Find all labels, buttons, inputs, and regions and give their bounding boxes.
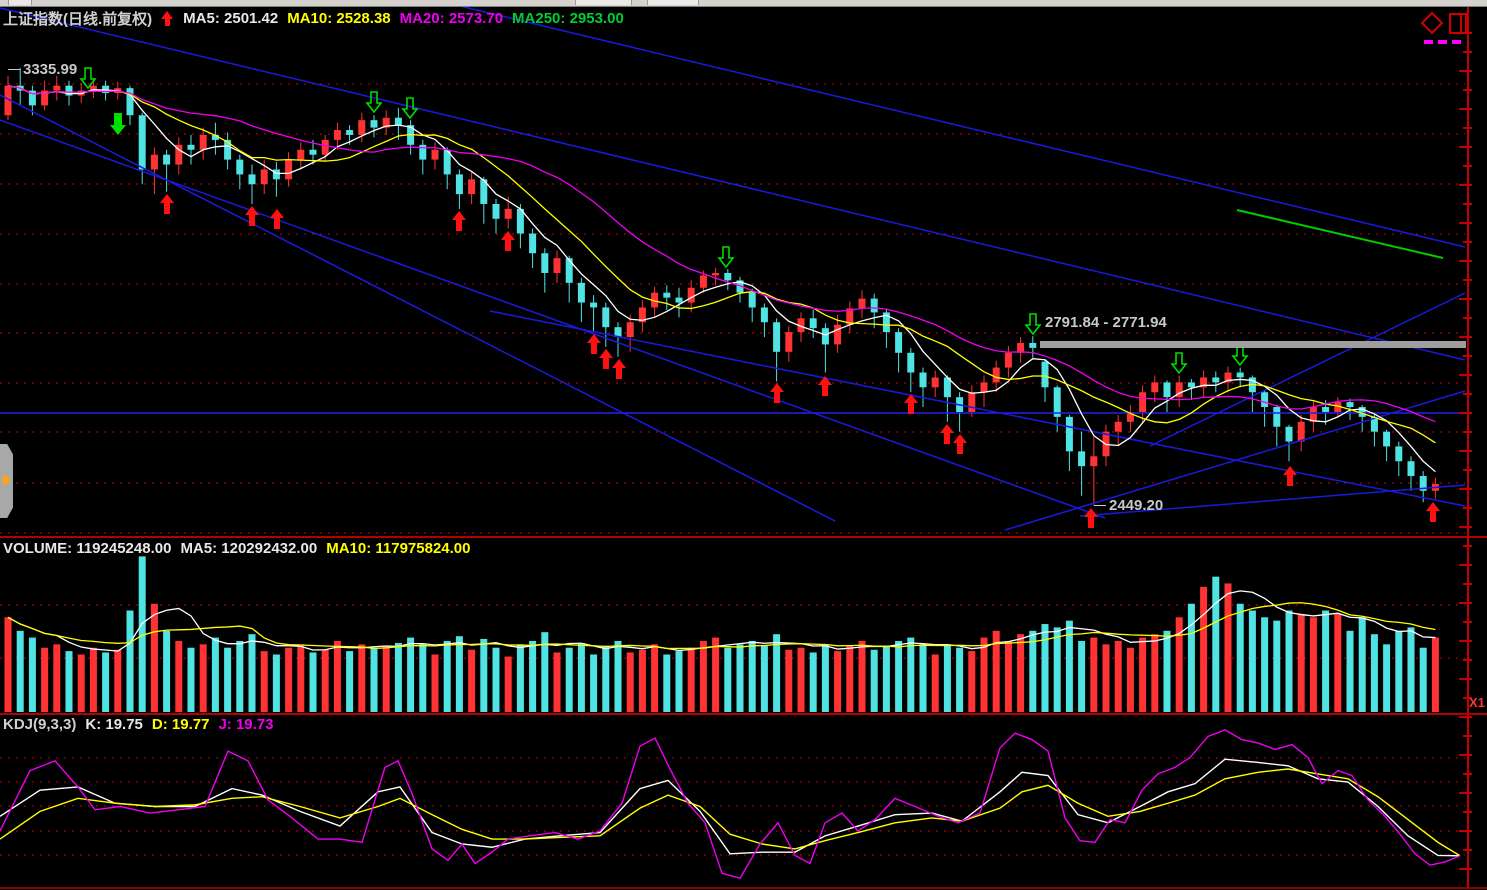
sell-signal-arrow-icon bbox=[79, 67, 97, 90]
sell-signal-arrow-icon bbox=[1231, 344, 1249, 367]
buy-signal-arrow-icon bbox=[452, 211, 466, 231]
ma250-line bbox=[1236, 209, 1444, 259]
high-price-label: 3335.99 bbox=[8, 61, 77, 78]
buy-signal-arrow-icon bbox=[245, 206, 259, 226]
sell-signal-arrow-icon bbox=[365, 91, 383, 114]
buy-signal-arrow-icon bbox=[1084, 508, 1098, 528]
dashes-indicator bbox=[1424, 40, 1461, 44]
sell-signal-arrow-icon bbox=[1024, 313, 1042, 336]
buy-signal-arrow-icon bbox=[599, 349, 613, 369]
buy-signal-arrow-icon bbox=[612, 359, 626, 379]
ma10-line bbox=[7, 85, 1436, 444]
ma20-line bbox=[7, 85, 1436, 423]
buy-signal-arrow-icon bbox=[904, 394, 918, 414]
volume-ma10-line bbox=[7, 602, 1436, 650]
ma250-value: MA250: 2953.00 bbox=[512, 10, 624, 27]
channel-1 bbox=[0, 7, 1466, 361]
rising-3 bbox=[1149, 292, 1466, 447]
gap-range-label: 2791.84 - 2771.94 bbox=[1045, 314, 1167, 331]
pane-divider bbox=[0, 713, 1487, 715]
kdj-layer bbox=[0, 729, 1461, 880]
ma10-value: MA10: 2528.38 bbox=[287, 10, 391, 27]
main-chart-header: 上证指数(日线.前复权) MA5: 2501.42 MA10: 2528.38 … bbox=[3, 8, 624, 29]
rising-2 bbox=[1079, 484, 1466, 517]
channel-2 bbox=[0, 94, 836, 522]
gap-zone-bar bbox=[1040, 341, 1466, 348]
chrome-tile bbox=[575, 0, 632, 5]
buy-signal-arrow-icon bbox=[953, 434, 967, 454]
buy-signal-arrow-icon bbox=[818, 376, 832, 396]
channel-3 bbox=[0, 119, 1106, 519]
buy-signal-arrow-icon bbox=[770, 383, 784, 403]
split-indicator[interactable]: X1 bbox=[1469, 695, 1485, 710]
axis-ticks-layer bbox=[1459, 32, 1472, 870]
buy-signal-arrow-icon bbox=[1426, 502, 1440, 522]
ma-lines-layer bbox=[7, 85, 1436, 473]
chrome-tile bbox=[647, 0, 699, 5]
buy-signal-arrow-icon bbox=[1283, 466, 1297, 486]
kdj-k-line bbox=[0, 758, 1461, 857]
buy-signal-arrow-icon bbox=[587, 334, 601, 354]
chart-title[interactable]: 上证指数(日线.前复权) bbox=[3, 11, 153, 28]
kdj-d-line bbox=[0, 768, 1461, 857]
window-split-icon[interactable] bbox=[1449, 13, 1467, 34]
volume-layer bbox=[4, 556, 1439, 712]
chrome-tile bbox=[8, 0, 32, 5]
sell-signal-arrow-icon bbox=[1170, 352, 1188, 375]
sell-signal-arrow-icon bbox=[110, 113, 126, 135]
buy-signal-arrow-icon bbox=[940, 424, 954, 444]
buy-signal-arrow-icon bbox=[501, 231, 515, 251]
kdj-j-value: J: 19.73 bbox=[218, 716, 274, 733]
trendlines-layer bbox=[0, 0, 1466, 531]
sidebar-collapse-tab[interactable] bbox=[0, 444, 13, 518]
buy-signal-arrow-icon bbox=[270, 209, 284, 229]
sell-signal-arrow-icon bbox=[401, 97, 419, 120]
window-chrome-strip bbox=[0, 0, 1487, 7]
rising-1 bbox=[1004, 390, 1466, 531]
kdj-k-value: K: 19.75 bbox=[85, 716, 143, 733]
volume-pane-header: VOLUME: 119245248.00 MA5: 120292432.00 M… bbox=[3, 540, 470, 557]
price-axis[interactable] bbox=[1467, 7, 1469, 888]
sell-signal-arrow-icon bbox=[717, 246, 735, 269]
price-tick bbox=[1094, 505, 1106, 506]
volume-ma5-value: MA5: 120292432.00 bbox=[180, 540, 318, 557]
ma20-value: MA20: 2573.70 bbox=[399, 10, 504, 27]
volume-value: VOLUME: 119245248.00 bbox=[3, 540, 172, 557]
channel-4 bbox=[434, 0, 1466, 248]
kdj-name[interactable]: KDJ(9,3,3) bbox=[3, 716, 77, 733]
up-arrow-icon bbox=[161, 11, 174, 26]
markers-layer bbox=[79, 67, 1440, 528]
kdj-j-line bbox=[0, 729, 1461, 880]
volume-ma10-value: MA10: 117975824.00 bbox=[326, 540, 471, 557]
pane-divider bbox=[0, 536, 1487, 538]
channel-5 bbox=[489, 310, 1466, 507]
buy-signal-arrow-icon bbox=[160, 194, 174, 214]
price-tick bbox=[8, 69, 20, 70]
volume-ma5-line bbox=[7, 590, 1436, 652]
kdj-pane-header: KDJ(9,3,3) K: 19.75 D: 19.77 J: 19.73 bbox=[3, 716, 274, 733]
expand-arrow-icon bbox=[3, 474, 11, 486]
low-price-label: 2449.20 bbox=[1094, 497, 1163, 514]
ma5-line bbox=[7, 85, 1436, 473]
bottom-border bbox=[0, 887, 1487, 889]
ma5-value: MA5: 2501.42 bbox=[183, 10, 279, 27]
candles-layer bbox=[4, 67, 1439, 505]
kdj-d-value: D: 19.77 bbox=[151, 716, 210, 733]
